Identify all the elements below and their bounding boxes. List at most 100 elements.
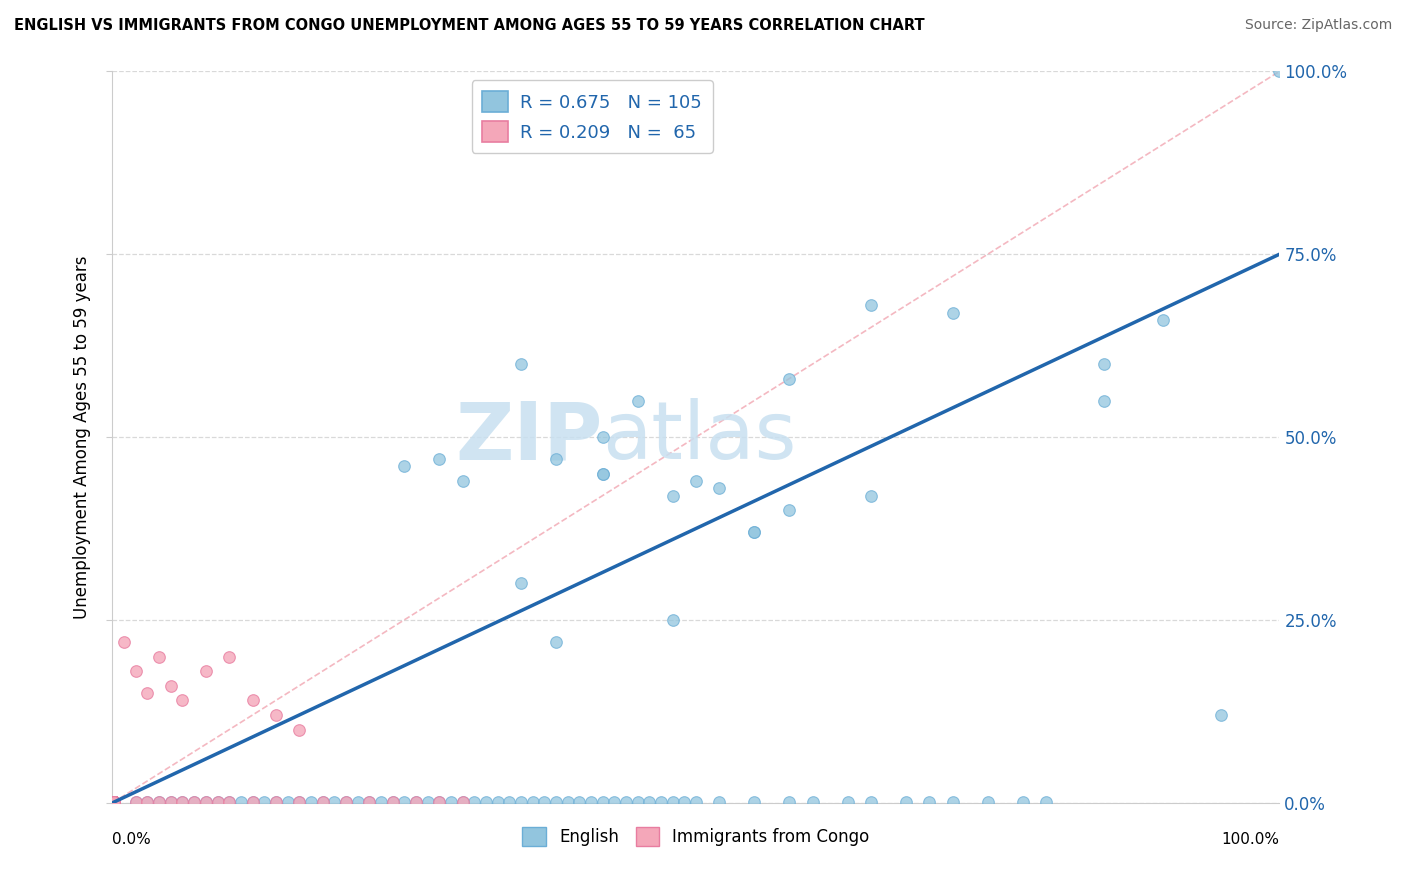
Point xyxy=(125,795,148,809)
Point xyxy=(685,474,707,488)
Point xyxy=(103,795,125,809)
Point xyxy=(103,795,125,809)
Point xyxy=(242,795,264,809)
Point xyxy=(125,664,148,678)
Point xyxy=(661,613,683,627)
Point xyxy=(405,795,427,809)
Point xyxy=(860,489,883,503)
Point xyxy=(627,795,650,809)
Point xyxy=(335,795,357,809)
Point xyxy=(976,795,998,809)
Text: 100.0%: 100.0% xyxy=(1222,832,1279,847)
Point xyxy=(103,795,125,809)
Point xyxy=(103,795,125,809)
Point xyxy=(335,795,357,809)
Point xyxy=(942,795,965,809)
Point xyxy=(744,525,766,540)
Point xyxy=(183,795,205,809)
Point xyxy=(311,795,333,809)
Point xyxy=(103,795,125,809)
Point xyxy=(103,795,125,809)
Point xyxy=(103,795,125,809)
Point xyxy=(103,795,125,809)
Point xyxy=(778,795,800,809)
Point xyxy=(416,795,439,809)
Point xyxy=(103,795,125,809)
Point xyxy=(463,795,485,809)
Point xyxy=(103,795,125,809)
Point xyxy=(172,795,194,809)
Text: Source: ZipAtlas.com: Source: ZipAtlas.com xyxy=(1244,18,1392,32)
Point xyxy=(112,635,135,649)
Point xyxy=(440,795,463,809)
Point xyxy=(103,795,125,809)
Point xyxy=(381,795,404,809)
Point xyxy=(860,795,883,809)
Point xyxy=(592,467,614,481)
Point xyxy=(103,795,125,809)
Point xyxy=(103,795,125,809)
Point xyxy=(242,693,264,707)
Point xyxy=(172,795,194,809)
Point xyxy=(522,795,544,809)
Point xyxy=(370,795,392,809)
Point xyxy=(103,795,125,809)
Point xyxy=(533,795,555,809)
Point xyxy=(346,795,368,809)
Point xyxy=(103,795,125,809)
Point xyxy=(103,795,125,809)
Point xyxy=(136,795,159,809)
Point xyxy=(1035,795,1057,809)
Point xyxy=(103,795,125,809)
Point xyxy=(103,795,125,809)
Point xyxy=(103,795,125,809)
Point xyxy=(103,795,125,809)
Point xyxy=(709,795,731,809)
Point xyxy=(323,795,346,809)
Point xyxy=(103,795,125,809)
Point xyxy=(264,795,287,809)
Point xyxy=(661,489,683,503)
Point xyxy=(103,795,125,809)
Point xyxy=(103,795,125,809)
Point xyxy=(837,795,859,809)
Point xyxy=(475,795,498,809)
Point xyxy=(242,795,264,809)
Point xyxy=(103,795,125,809)
Point xyxy=(359,795,381,809)
Point xyxy=(103,795,125,809)
Point xyxy=(394,459,416,474)
Point xyxy=(148,795,170,809)
Point xyxy=(288,795,311,809)
Point xyxy=(103,795,125,809)
Point xyxy=(103,795,125,809)
Point xyxy=(183,795,205,809)
Point xyxy=(103,795,125,809)
Point xyxy=(568,795,591,809)
Point xyxy=(592,430,614,444)
Point xyxy=(509,576,531,591)
Point xyxy=(103,795,125,809)
Point xyxy=(103,795,125,809)
Point xyxy=(103,795,125,809)
Point xyxy=(103,795,125,809)
Point xyxy=(509,795,531,809)
Y-axis label: Unemployment Among Ages 55 to 59 years: Unemployment Among Ages 55 to 59 years xyxy=(73,255,91,619)
Point xyxy=(207,795,229,809)
Point xyxy=(136,795,159,809)
Point xyxy=(288,795,311,809)
Point xyxy=(650,795,672,809)
Point xyxy=(218,649,240,664)
Point xyxy=(103,795,125,809)
Point xyxy=(451,474,474,488)
Point xyxy=(451,795,474,809)
Point xyxy=(207,795,229,809)
Point xyxy=(394,795,416,809)
Point xyxy=(778,503,800,517)
Point xyxy=(603,795,626,809)
Point xyxy=(359,795,381,809)
Point xyxy=(103,795,125,809)
Point xyxy=(218,795,240,809)
Point xyxy=(778,371,800,385)
Point xyxy=(103,795,125,809)
